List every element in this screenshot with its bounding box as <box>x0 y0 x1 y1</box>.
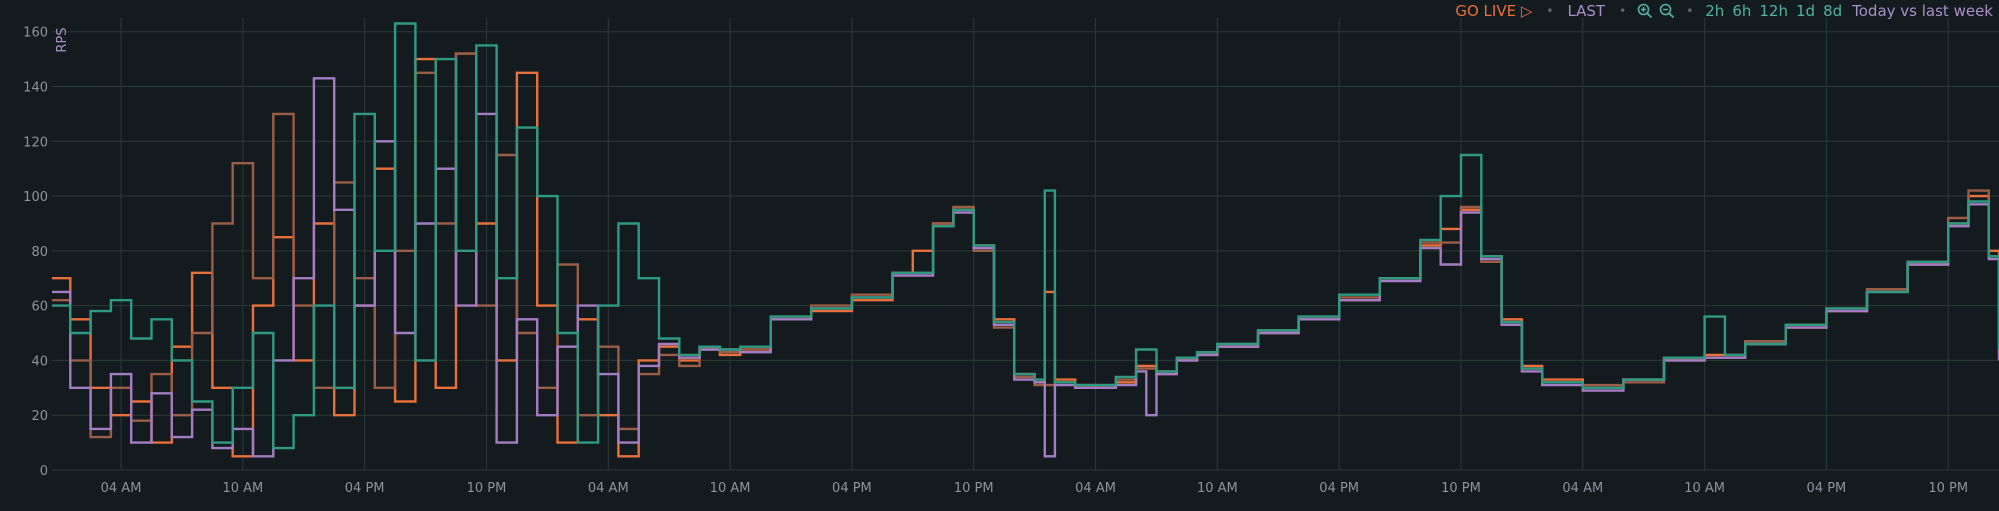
x-tick-label: 10 PM <box>954 481 994 496</box>
y-tick-label: 40 <box>31 354 48 369</box>
x-tick-label: 10 AM <box>1684 481 1725 496</box>
range-8d-button[interactable]: 8d <box>1823 2 1843 20</box>
x-tick-label: 10 PM <box>1928 481 1968 496</box>
last-button[interactable]: LAST <box>1567 2 1606 20</box>
x-tick-label: 10 AM <box>1197 481 1238 496</box>
range-6h-button[interactable]: 6h <box>1732 2 1752 20</box>
y-tick-label: 20 <box>31 409 48 424</box>
x-tick-label: 10 PM <box>1441 481 1481 496</box>
y-tick-label: 60 <box>31 300 48 315</box>
x-tick-label: 04 PM <box>345 481 385 496</box>
x-tick-label: 04 AM <box>1075 481 1116 496</box>
zoom-out-icon[interactable] <box>1656 3 1678 19</box>
y-tick-label: 160 <box>23 26 48 41</box>
range-1d-button[interactable]: 1d <box>1795 2 1816 20</box>
compare-today-vs-last-week-button[interactable]: Today vs last week <box>1852 2 1993 20</box>
y-tick-label: 120 <box>23 135 48 150</box>
y-tick-label: 140 <box>23 80 48 95</box>
y-axis-ticks: 0 20 40 60 80 100 120 140 160 <box>23 26 48 479</box>
go-live-button[interactable]: GO LIVE ▷ <box>1455 2 1533 20</box>
x-tick-label: 04 AM <box>1562 481 1603 496</box>
separator-dot: • <box>1619 4 1627 18</box>
range-12h-button[interactable]: 12h <box>1759 2 1788 20</box>
x-axis-ticks: 04 AM 10 AM 04 PM 10 PM 04 AM 10 AM 04 PM 10 PM… <box>101 481 1968 496</box>
series-line-0 <box>52 52 1999 458</box>
x-tick-label: 04 PM <box>1807 481 1847 496</box>
separator-dot: • <box>1546 4 1554 18</box>
x-tick-label: 10 AM <box>710 481 751 496</box>
x-tick-label: 04 PM <box>1319 481 1359 496</box>
y-tick-label: 100 <box>23 190 48 205</box>
y-axis-label: RPS <box>55 27 70 52</box>
separator-dot: • <box>1686 4 1694 18</box>
x-tick-label: 10 AM <box>222 481 263 496</box>
x-tick-label: 04 PM <box>832 481 872 496</box>
series-lines <box>52 22 1999 458</box>
x-tick-label: 04 AM <box>588 481 629 496</box>
series-line-3 <box>52 22 1999 450</box>
time-toolbar: GO LIVE ▷ • LAST • • 2h 6h 12h 1d 8d Tod… <box>1449 0 1999 22</box>
x-tick-label: 04 AM <box>101 481 142 496</box>
series-line-2 <box>52 77 1999 458</box>
zoom-in-icon[interactable] <box>1634 3 1656 19</box>
y-tick-label: 0 <box>40 464 48 479</box>
y-tick-label: 80 <box>31 245 48 260</box>
grid-lines <box>52 18 1999 471</box>
range-2h-button[interactable]: 2h <box>1705 2 1725 20</box>
x-tick-label: 10 PM <box>467 481 507 496</box>
